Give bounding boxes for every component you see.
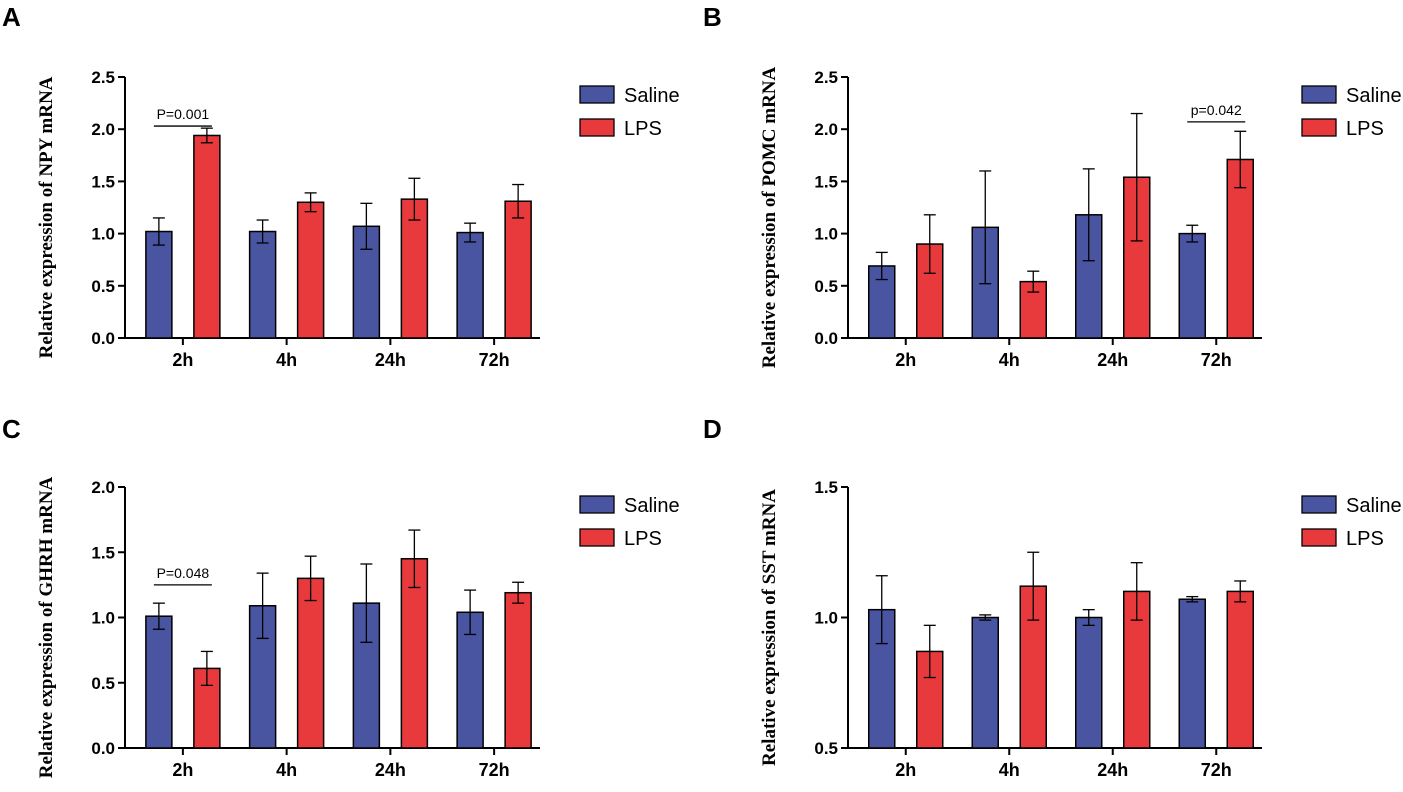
bar-saline-24h bbox=[1075, 616, 1103, 749]
x-tick-label: 2h bbox=[895, 760, 916, 780]
legend-swatch-lps bbox=[1301, 528, 1337, 547]
legend-label-saline: Saline bbox=[624, 495, 680, 517]
y-tick-label: 1.5 bbox=[91, 172, 115, 191]
chart-panel-d: D 0.5 1.0 1.5 Relative expression of SST mRN… bbox=[703, 414, 1402, 780]
x-tick-label: 2h bbox=[895, 350, 916, 370]
legend-label-saline: Saline bbox=[1346, 495, 1402, 517]
y-tick-label: 1.5 bbox=[91, 543, 115, 562]
chart-panel-a: A 0.0 0.5 1.0 1.5 2.0 2.5 Relative expression o… bbox=[2, 2, 680, 370]
bar-lps-24h bbox=[400, 558, 429, 749]
y-tick-label: 2.5 bbox=[91, 68, 115, 87]
y-tick-label: 2.0 bbox=[91, 120, 115, 139]
x-tick-label: 2h bbox=[172, 350, 193, 370]
y-axis-label: Relative expression of POMC mRNA bbox=[759, 66, 780, 368]
bar-lps-72h bbox=[1226, 590, 1254, 749]
legend-swatch-saline bbox=[579, 495, 615, 514]
legend-label-lps: LPS bbox=[1346, 528, 1384, 550]
bar-lps-72h bbox=[504, 200, 532, 339]
x-tick-label: 24h bbox=[375, 350, 406, 370]
x-tick-label: 4h bbox=[276, 760, 297, 780]
y-tick-label: 0.5 bbox=[814, 277, 838, 296]
bar-saline-72h bbox=[456, 231, 484, 339]
bar-saline-4h bbox=[248, 230, 277, 339]
bar-lps-4h bbox=[296, 201, 325, 339]
y-tick-label: 1.0 bbox=[814, 225, 838, 244]
y-tick-label: 0.5 bbox=[814, 739, 838, 758]
significance-label: p=0.042 bbox=[1191, 102, 1242, 118]
bar-saline-72h bbox=[1178, 232, 1206, 339]
y-tick-label: 1.5 bbox=[814, 172, 838, 191]
bar-saline-4h bbox=[971, 616, 999, 749]
y-tick-label: 0.0 bbox=[91, 739, 115, 758]
legend-label-lps: LPS bbox=[1346, 118, 1384, 140]
y-axis-label: Relative expression of NPY mRNA bbox=[36, 76, 57, 358]
y-tick-label: 2.0 bbox=[91, 478, 115, 497]
panel-letter: B bbox=[703, 2, 722, 32]
x-tick-label: 72h bbox=[1201, 350, 1232, 370]
x-tick-label: 24h bbox=[375, 760, 406, 780]
x-tick-label: 72h bbox=[1201, 760, 1232, 780]
chart-panel-c: C 0.0 0.5 1.0 1.5 2.0 Relative expression of G… bbox=[2, 414, 680, 780]
bar-lps-2h bbox=[916, 650, 944, 749]
y-tick-label: 0.0 bbox=[814, 329, 838, 348]
significance-label: P=0.048 bbox=[157, 565, 210, 581]
panel-letter: D bbox=[703, 414, 722, 444]
y-tick-label: 1.0 bbox=[814, 609, 838, 628]
x-tick-label: 4h bbox=[276, 350, 297, 370]
x-tick-label: 2h bbox=[172, 760, 193, 780]
x-tick-label: 72h bbox=[479, 350, 510, 370]
x-tick-label: 4h bbox=[999, 760, 1020, 780]
bar-saline-2h bbox=[145, 615, 173, 749]
x-tick-label: 4h bbox=[999, 350, 1020, 370]
chart-panel-b: B 0.0 0.5 1.0 1.5 2.0 2.5 Relative expression o… bbox=[703, 2, 1402, 370]
legend-swatch-saline bbox=[1301, 85, 1337, 104]
y-tick-label: 1.5 bbox=[814, 478, 838, 497]
legend-swatch-lps bbox=[579, 528, 615, 547]
panel-letter: A bbox=[2, 2, 21, 32]
bar-lps-4h bbox=[296, 577, 325, 749]
panel-letter: C bbox=[2, 414, 21, 444]
legend-label-saline: Saline bbox=[624, 85, 680, 107]
legend-label-lps: LPS bbox=[624, 118, 662, 140]
significance-label: P=0.001 bbox=[157, 106, 210, 122]
x-tick-label: 72h bbox=[479, 760, 510, 780]
y-tick-label: 0.5 bbox=[91, 674, 115, 693]
legend-swatch-saline bbox=[1301, 495, 1337, 514]
y-tick-label: 0.5 bbox=[91, 277, 115, 296]
y-tick-label: 1.0 bbox=[91, 225, 115, 244]
bar-saline-2h bbox=[145, 230, 173, 339]
bar-saline-72h bbox=[1178, 598, 1206, 749]
bar-lps-72h bbox=[504, 591, 532, 749]
legend-label-saline: Saline bbox=[1346, 85, 1402, 107]
bar-lps-24h bbox=[400, 198, 429, 339]
y-tick-label: 2.0 bbox=[814, 120, 838, 139]
x-tick-label: 24h bbox=[1097, 350, 1128, 370]
legend-label-lps: LPS bbox=[624, 528, 662, 550]
y-tick-label: 0.0 bbox=[91, 329, 115, 348]
y-axis-label: Relative expression of SST mRNA bbox=[759, 489, 780, 766]
x-tick-label: 24h bbox=[1097, 760, 1128, 780]
y-axis-label: Relative expression of GHRH mRNA bbox=[36, 476, 57, 778]
y-tick-label: 1.0 bbox=[91, 609, 115, 628]
legend-swatch-saline bbox=[579, 85, 615, 104]
legend-swatch-lps bbox=[1301, 118, 1337, 137]
bar-lps-2h bbox=[193, 134, 221, 339]
y-tick-label: 2.5 bbox=[814, 68, 838, 87]
legend-swatch-lps bbox=[579, 118, 615, 137]
